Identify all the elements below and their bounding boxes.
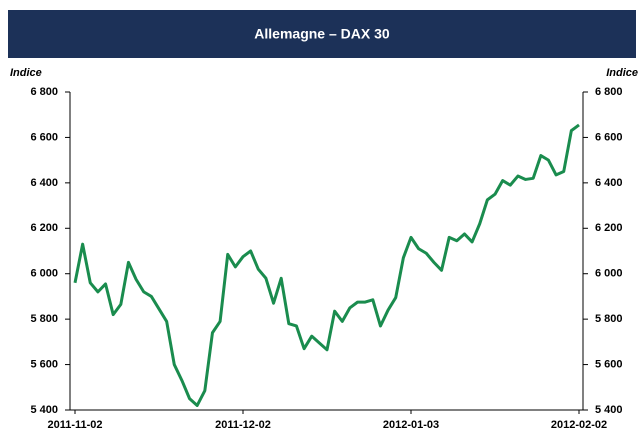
y2-tick-label: 6 400	[595, 177, 623, 189]
x-tick-label: 2011-11-02	[47, 419, 102, 431]
y2-tick-label: 5 800	[595, 313, 623, 325]
y-tick-label: 5 400	[30, 404, 58, 416]
y2-tick-label: 6 600	[595, 131, 623, 143]
x-tick-label: 2011-12-02	[215, 419, 271, 431]
y2-tick-label: 6 200	[595, 222, 623, 234]
y-axis-label: Indice	[10, 67, 42, 79]
x-tick-label: 2012-01-03	[383, 419, 439, 431]
y2-axis-label: Indice	[606, 67, 638, 79]
y-tick-label: 6 200	[30, 222, 58, 234]
y-tick-label: 6 800	[30, 86, 58, 98]
y-tick-label: 5 600	[30, 358, 58, 370]
y2-tick-label: 5 400	[595, 404, 623, 416]
line-series	[73, 123, 580, 407]
y2-tick-label: 6 800	[595, 86, 623, 98]
title-bar	[8, 10, 636, 58]
y2-tick-label: 6 000	[595, 268, 623, 280]
y-tick-label: 6 000	[30, 268, 58, 280]
y-tick-label: 6 400	[30, 177, 58, 189]
y-tick-label: 6 600	[30, 131, 58, 143]
x-tick-label: 2012-02-02	[551, 419, 607, 431]
y2-tick-label: 5 600	[595, 358, 623, 370]
y-tick-label: 5 800	[30, 313, 58, 325]
chart-title: Allemagne – DAX 30	[254, 26, 390, 42]
